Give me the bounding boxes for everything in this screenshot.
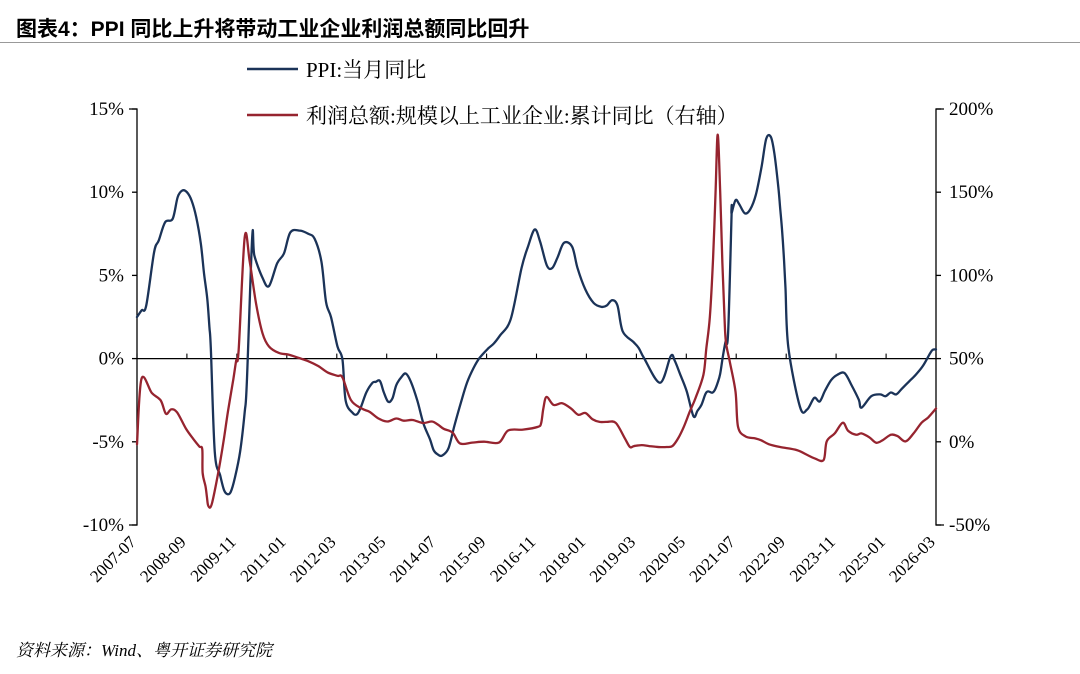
svg-text:50%: 50%	[949, 349, 984, 370]
svg-text:2013-05: 2013-05	[336, 532, 390, 586]
svg-text:2019-03: 2019-03	[586, 532, 640, 586]
svg-text:10%: 10%	[89, 182, 124, 203]
svg-text:2012-03: 2012-03	[286, 532, 340, 586]
svg-text:100%: 100%	[949, 265, 994, 286]
svg-text:2021-07: 2021-07	[686, 532, 740, 586]
svg-text:2016-11: 2016-11	[486, 532, 539, 585]
svg-text:PPI:当月同比: PPI:当月同比	[306, 58, 426, 82]
svg-text:2014-07: 2014-07	[386, 532, 440, 586]
svg-text:-10%: -10%	[83, 515, 124, 536]
svg-text:2020-05: 2020-05	[636, 532, 690, 586]
svg-text:2011-01: 2011-01	[237, 532, 290, 585]
svg-text:2007-07: 2007-07	[86, 532, 140, 586]
svg-text:0%: 0%	[949, 432, 975, 453]
svg-text:150%: 150%	[949, 182, 994, 203]
svg-text:2008-09: 2008-09	[136, 532, 190, 586]
svg-text:200%: 200%	[949, 99, 994, 120]
svg-text:利润总额:规模以上工业企业:累计同比（右轴）: 利润总额:规模以上工业企业:累计同比（右轴）	[306, 104, 738, 128]
svg-text:15%: 15%	[89, 99, 124, 120]
svg-text:5%: 5%	[99, 265, 125, 286]
svg-text:2018-01: 2018-01	[536, 532, 590, 586]
svg-text:2015-09: 2015-09	[436, 532, 490, 586]
svg-text:2026-03: 2026-03	[885, 532, 939, 586]
svg-text:2023-11: 2023-11	[786, 532, 839, 585]
svg-text:-50%: -50%	[949, 515, 990, 536]
svg-text:2022-09: 2022-09	[736, 532, 790, 586]
svg-text:2025-01: 2025-01	[835, 532, 889, 586]
svg-text:0%: 0%	[99, 349, 125, 370]
svg-text:-5%: -5%	[92, 432, 124, 453]
svg-text:2009-11: 2009-11	[187, 532, 240, 585]
